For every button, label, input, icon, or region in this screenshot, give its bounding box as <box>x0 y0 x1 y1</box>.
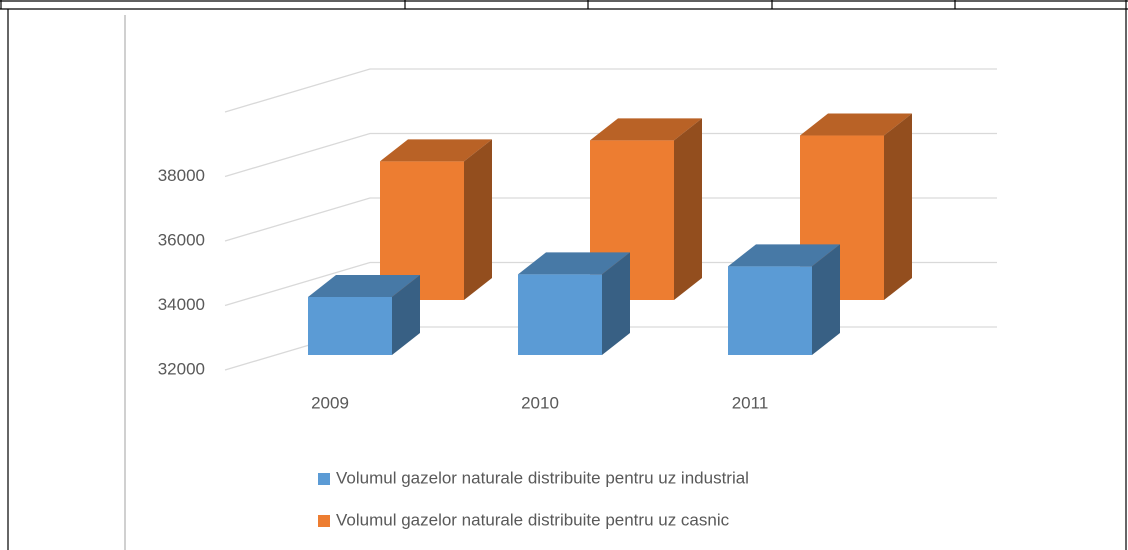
bar-front <box>728 266 812 355</box>
bar-front <box>308 296 392 355</box>
bar-side <box>674 118 702 300</box>
bar-top <box>590 118 702 141</box>
bar-side <box>602 252 630 355</box>
y-tick-label: 38000 <box>158 166 205 185</box>
legend-swatch <box>318 515 330 527</box>
bar-top <box>800 113 912 136</box>
y-tick-label: 36000 <box>158 230 205 249</box>
x-tick-label: 2010 <box>521 393 559 412</box>
bar-front <box>518 274 602 355</box>
bar-top <box>380 139 492 162</box>
legend-label: Volumul gazelor naturale distribuite pen… <box>336 468 749 487</box>
y-tick-label: 34000 <box>158 295 205 314</box>
bar-top <box>518 252 630 275</box>
bar-top <box>728 244 840 267</box>
bar-top <box>308 274 420 297</box>
legend-label: Volumul gazelor naturale distribuite pen… <box>336 510 730 529</box>
grid-line <box>224 132 997 178</box>
x-tick-label: 2011 <box>732 393 769 412</box>
bar-side <box>812 244 840 355</box>
bar-side <box>884 113 912 301</box>
bar-side <box>464 139 492 300</box>
y-tick-label: 32000 <box>158 359 205 378</box>
legend-swatch <box>318 473 330 485</box>
grid-line <box>224 197 997 242</box>
bar-side <box>392 274 420 355</box>
x-tick-label: 2009 <box>311 393 349 412</box>
grid-line <box>224 68 997 113</box>
